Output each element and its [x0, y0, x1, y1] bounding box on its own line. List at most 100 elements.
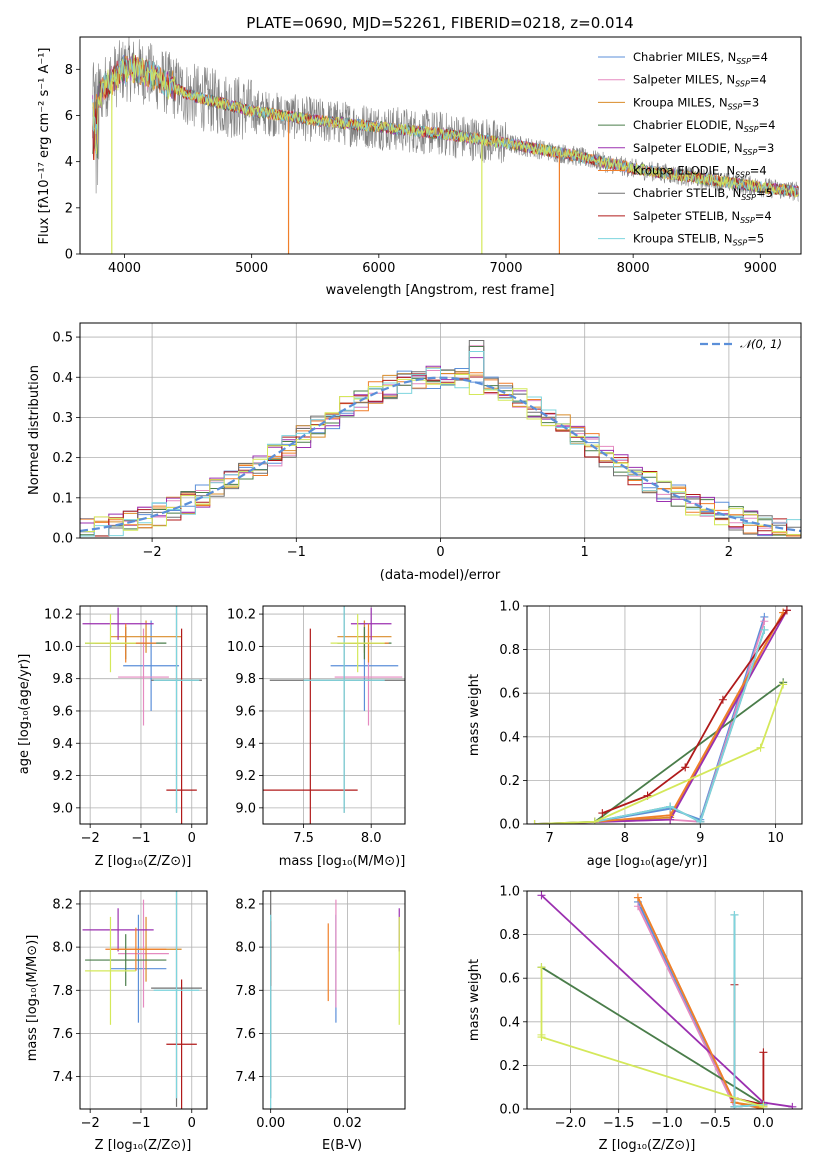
series-line: [733, 984, 765, 1106]
y-tick-label: 7.4: [52, 1070, 73, 1085]
age-vs-mass-panel: 7.5 8.0 9.0 9.2 9.4 9.6 9.8 10.0 10.2 mass [log₁…: [227, 605, 406, 869]
y-tick-label: 0.0: [499, 1103, 520, 1118]
spectrum-panel: PLATE=0690, MJD=52261, FIBERID=0218, z=0…: [37, 14, 802, 298]
y-tick-label: 0.6: [499, 972, 520, 987]
point-marker: [598, 809, 607, 818]
point-marker: [760, 625, 769, 634]
y-tick-label: 1.0: [499, 600, 520, 615]
grid: [263, 606, 405, 824]
plot-area: [82, 606, 202, 824]
y-tick-label: 0.2: [499, 774, 520, 789]
point-marker: [537, 891, 546, 900]
point-marker: [760, 617, 769, 626]
point-marker: [537, 1033, 546, 1042]
point-marker: [788, 1102, 797, 1109]
x-tick-label: −0.5: [699, 1116, 731, 1131]
point-marker: [696, 817, 705, 824]
point-marker: [756, 743, 765, 752]
legend-label: Kroupa STELIB, NSSP=5: [633, 232, 764, 248]
point-marker: [759, 1048, 768, 1057]
x-tick-label: 7.5: [293, 831, 314, 846]
y-tick-label: 9.0: [235, 801, 256, 816]
plot-area: [80, 340, 801, 537]
series-line: [601, 609, 788, 814]
x-tick-label: 8000: [617, 261, 650, 276]
x-tick-label: −1: [131, 1116, 150, 1131]
point-marker: [759, 1102, 768, 1109]
y-tick-label: 9.4: [52, 737, 73, 752]
y-tick-label: 0.3: [52, 411, 73, 426]
axes-frame: [79, 322, 802, 539]
y-tick-label: 0.4: [499, 730, 520, 745]
x-tick-label: −1.5: [603, 1116, 635, 1131]
point-marker: [633, 893, 642, 902]
legend-label: Chabrier ELODIE, NSSP=4: [633, 118, 775, 134]
series-line: [733, 915, 764, 1108]
plot-area: [537, 891, 797, 1109]
axes-frame: [79, 605, 208, 825]
x-tick-label: −2: [81, 1116, 100, 1131]
spectrum-ylabel: Flux [fλ10⁻¹⁷ erg cm⁻² s⁻¹ A⁻¹]: [37, 48, 52, 245]
y-tick-label: 1.0: [499, 885, 520, 900]
y-tick-label: 9.2: [235, 769, 256, 784]
residual-histogram-chabrier-miles: [80, 368, 801, 537]
mass-vs-ebv-panel: 0.00 0.02 7.4 7.6 7.8 8.0 8.2 E(B-V): [235, 890, 406, 1153]
y-tick-label: 2: [65, 201, 73, 216]
series-line: [637, 901, 764, 1108]
y-tick-label: 9.6: [52, 704, 73, 719]
x-tick-label: 8: [621, 831, 629, 846]
point-marker: [718, 695, 727, 704]
series-line: [594, 621, 766, 823]
grid: [80, 891, 207, 1109]
legend-label: Chabrier MILES, NSSP=4: [633, 50, 768, 66]
mass-weight-vs-age-panel: 7 8 9 10 0.0 0.2 0.4 0.6 0.8 1.0 age [log₁₀(age/y…: [467, 600, 803, 869]
point-marker: [537, 963, 546, 972]
series-line: [541, 966, 764, 1106]
y-tick-label: 0.1: [52, 491, 73, 506]
grid: [263, 891, 405, 1109]
axes-frame: [526, 890, 803, 1110]
age-vs-Z-ylabel: age [log₁₀(age/yr)]: [17, 654, 32, 775]
series-line: [594, 629, 766, 824]
x-tick-label: −1: [131, 831, 150, 846]
y-tick-label: 9.8: [235, 672, 256, 687]
y-tick-label: 0.6: [499, 687, 520, 702]
y-tick-label: 9.4: [235, 737, 256, 752]
series-line: [594, 616, 766, 823]
legend-label: Kroupa MILES, NSSP=3: [633, 95, 759, 111]
plot-area: [270, 891, 400, 1109]
mass-vs-ebv-xlabel: E(B-V): [322, 1138, 362, 1153]
y-tick-label: 0.0: [52, 532, 73, 547]
x-tick-label: 0.0: [753, 1116, 774, 1131]
point-marker: [633, 902, 642, 911]
plot-area: [263, 606, 405, 824]
mass-vs-Z-ylabel: mass [log₁₀(M/M⊙)]: [25, 935, 40, 1062]
legend-label: 𝒩(0, 1): [740, 337, 782, 351]
y-tick-label: 6: [65, 109, 73, 124]
y-tick-label: 0.8: [499, 928, 520, 943]
plot-area: [530, 606, 791, 824]
mass-vs-Z-xlabel: Z [log₁₀(Z/Z⊙)]: [95, 1138, 192, 1153]
spectrum-xlabel: wavelength [Angstrom, rest frame]: [326, 283, 555, 298]
x-tick-label: 4000: [108, 261, 141, 276]
x-tick-label: −1.0: [651, 1116, 683, 1131]
y-tick-label: 8.2: [235, 897, 256, 912]
y-tick-label: 0: [65, 248, 73, 263]
y-tick-label: 7.8: [235, 984, 256, 999]
series-line: [594, 629, 766, 824]
grid: [527, 605, 802, 825]
residuals-panel: −2 −1 0 1 2 0.0 0.1 0.2 0.3 0.4 0.5 𝒩(0, 1) (data-m…: [27, 322, 802, 583]
spectrum-legend: Chabrier MILES, NSSP=4 Salpeter MILES, NS…: [598, 50, 775, 248]
axes-frame: [526, 605, 803, 825]
legend-label: Salpeter STELIB, NSSP=4: [633, 209, 772, 225]
x-tick-label: −2.0: [555, 1116, 587, 1131]
x-tick-label: 7000: [489, 261, 522, 276]
point-marker: [666, 811, 675, 820]
legend-label: Salpeter MILES, NSSP=4: [633, 73, 767, 89]
x-tick-label: 7: [545, 831, 553, 846]
mass-weight-vs-age-xlabel: age [log₁₀(age/yr)]: [587, 854, 708, 869]
x-tick-label: 0: [188, 831, 196, 846]
y-tick-label: 0.4: [499, 1015, 520, 1030]
residuals-ylabel: Normed distribution: [27, 365, 42, 495]
point-marker: [730, 1102, 739, 1109]
